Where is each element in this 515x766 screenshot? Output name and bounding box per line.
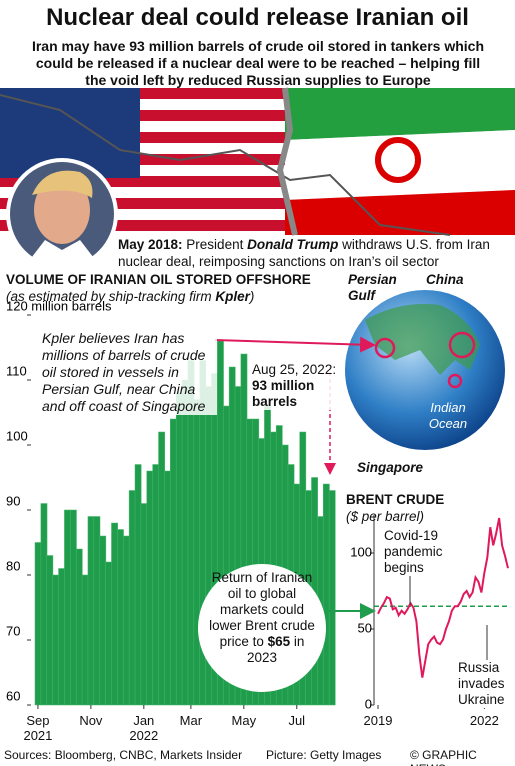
bar [175, 392, 183, 706]
bar [164, 470, 171, 706]
x-tick-label: Jan 2022 [129, 713, 159, 743]
chart-subtitle: (as estimated by ship-tracking firm Kple… [6, 289, 254, 304]
price-line [377, 517, 509, 678]
x-tick-label: Sep 2021 [23, 713, 53, 743]
map-label: Persian Gulf [348, 272, 397, 303]
bar [170, 418, 177, 706]
bar [93, 516, 101, 706]
callout-text: Return of Iranian oil to global markets … [206, 570, 318, 666]
bar [40, 503, 48, 706]
callout-part: in 2023 [246, 634, 305, 665]
chart-title: BRENT CRUDE [346, 492, 445, 507]
y-tick-label: 50 [358, 620, 372, 635]
annotation: Russia invades Ukraine [458, 660, 513, 708]
bar [322, 483, 330, 706]
y-tick-label: 80 [6, 558, 20, 573]
y-tick-label: 100 [6, 428, 28, 443]
bar [87, 516, 95, 706]
bar [58, 568, 65, 706]
subtitle-part: ) [249, 289, 255, 304]
bar [52, 574, 60, 706]
photo-caption: May 2018: President Donald Trump withdra… [118, 236, 513, 270]
caption-text: withdraws U.S. from Iran nuclear deal, r… [118, 237, 490, 269]
subtitle: Iran may have 93 million barrels of crud… [31, 38, 485, 88]
y-tick-label: 110 [6, 363, 27, 378]
bar [111, 522, 118, 706]
sources: Sources: Bloomberg, CNBC, Markets Inside… [4, 748, 243, 762]
bar [70, 509, 77, 706]
caption-date: May 2018: [118, 237, 183, 252]
picture-credit: Picture: Getty Images [266, 748, 382, 762]
bar [193, 399, 201, 706]
title: Nuclear deal could release Iranian oil [46, 4, 469, 31]
bar [146, 470, 154, 706]
bar [158, 431, 165, 706]
chart-subtitle: ($ per barrel) [346, 509, 425, 524]
bar [328, 490, 336, 706]
x-tick-label: Nov [79, 713, 103, 728]
annotation: Kpler believes Iran has millions of barr… [42, 330, 217, 415]
x-tick-label: Mar [179, 713, 203, 728]
bar [117, 529, 124, 706]
iran-flag [285, 88, 515, 235]
caption-name: Donald Trump [247, 237, 339, 252]
bar [181, 379, 189, 706]
callout-value: $65 [267, 634, 291, 649]
charts: 60 70 80 90 100 110 120 million barrels 0 50 100 [6, 298, 509, 711]
annotation-value: 93 million barrels [252, 378, 315, 409]
x-tick-label: 2022 [469, 713, 499, 728]
annotation-date: Aug 25, 2022: [252, 362, 337, 377]
bar [105, 561, 113, 706]
flags-photo [0, 87, 515, 270]
annotation: Covid-19 pandemic begins [384, 528, 454, 576]
map-label: Singapore [357, 460, 424, 475]
bar [34, 542, 42, 706]
y-tick-label: 100 [350, 544, 372, 559]
y-tick-label: 0 [365, 696, 372, 711]
callout-circle [198, 564, 326, 692]
y-tick-label: 120 million barrels [6, 298, 112, 313]
credit: © GRAPHIC NEWS [410, 748, 477, 766]
bar [99, 535, 107, 706]
map-label: Indian Ocean [428, 400, 468, 431]
globe [345, 290, 505, 450]
y-tick-label: 70 [6, 623, 20, 638]
chart-title: VOLUME OF IRANIAN OIL STORED OFFSHORE [6, 272, 311, 287]
subtitle-part: (as estimated by ship-tracking firm [6, 289, 216, 304]
bar [64, 509, 71, 706]
y-tick-label: 60 [6, 688, 20, 703]
bar [128, 490, 136, 706]
bar [75, 548, 83, 706]
bar [122, 535, 130, 706]
x-tick-label: May [231, 713, 257, 728]
bar [152, 464, 160, 706]
map-label: China [426, 272, 464, 287]
y-tick-label: 90 [6, 493, 20, 508]
caption-text: President [182, 237, 248, 252]
bar [140, 503, 148, 706]
bar [81, 574, 89, 706]
subtitle-part: Kpler [215, 289, 250, 304]
x-tick-label: 2019 [363, 713, 393, 728]
x-tick-label: Jul [288, 713, 306, 728]
bar [134, 464, 142, 706]
annotation: Aug 25, 2022: 93 million barrels [252, 362, 344, 410]
bar [46, 555, 54, 706]
callout-part: Return of Iranian oil to global markets … [209, 570, 315, 649]
